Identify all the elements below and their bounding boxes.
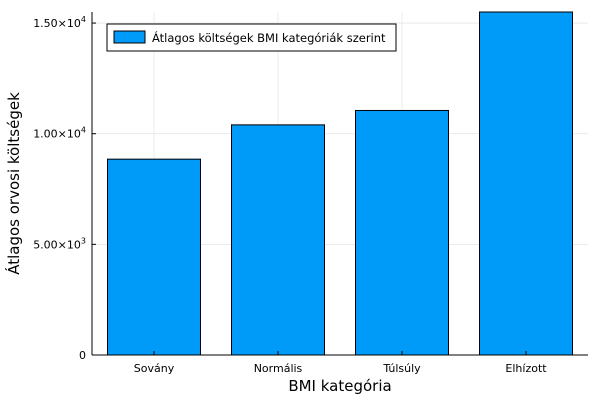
bar-túlsúly	[355, 109, 449, 356]
y-tick-exponent: 3	[81, 236, 86, 245]
y-axis-title: Átlagos orvosi költségek	[4, 92, 23, 275]
legend-swatch	[113, 30, 146, 44]
y-tick-mantissa: 1.00×10	[33, 128, 81, 141]
y-tick-label: 1.00×104	[33, 126, 86, 141]
bar-elhízott	[479, 11, 573, 356]
bar-sovány	[107, 158, 201, 356]
y-tick-label: 5.00×103	[33, 236, 86, 251]
y-tick-exponent: 4	[81, 126, 86, 135]
bars	[107, 11, 573, 356]
y-tick-mantissa: 0	[79, 349, 86, 362]
y-tick-label: 1.50×104	[33, 15, 86, 30]
legend-box	[106, 23, 397, 52]
x-tick-label: Normális	[254, 362, 303, 375]
y-tick-exponent: 4	[81, 15, 86, 24]
bar-normális	[231, 124, 325, 356]
y-tick-label: 0	[79, 349, 86, 362]
y-tick-mantissa: 5.00×10	[33, 238, 81, 251]
axes	[91, 12, 588, 356]
legend-label: Átlagos költségek BMI kategóriák szerint	[152, 30, 386, 45]
x-tick-label: Elhízott	[505, 362, 547, 375]
x-axis-title: BMI kategória	[288, 377, 391, 395]
x-tick-label: Túlsúly	[382, 362, 421, 375]
x-tick-label: Sovány	[134, 362, 175, 375]
y-tick-mantissa: 1.50×10	[33, 17, 81, 30]
x-tick-labels: Sovány Normális Túlsúly Elhízott	[134, 362, 547, 375]
legend: Átlagos költségek BMI kategóriák szerint	[106, 23, 397, 52]
